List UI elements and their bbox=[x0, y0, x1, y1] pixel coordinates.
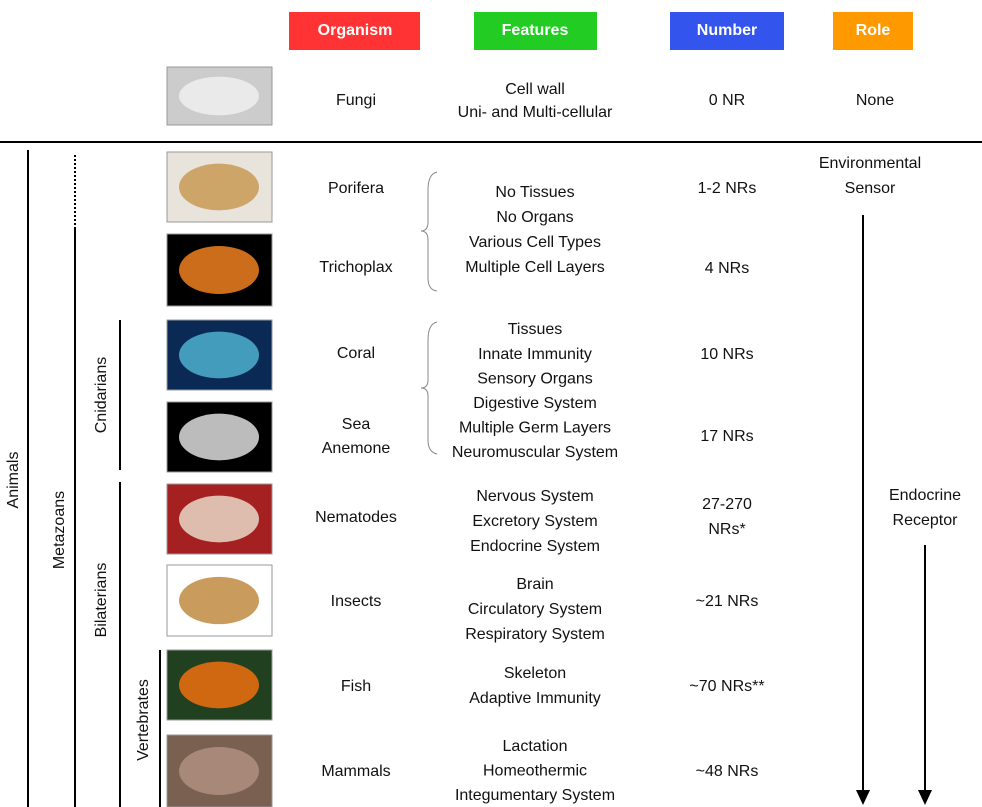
photo-subject bbox=[179, 576, 259, 625]
brace bbox=[420, 171, 438, 292]
photo-subject bbox=[179, 495, 259, 543]
feature-label: Cell wall bbox=[505, 81, 565, 98]
number-label: NRs* bbox=[708, 521, 745, 538]
photo-subject bbox=[179, 331, 259, 379]
clade-label: Vertebrates bbox=[135, 679, 152, 761]
feature-label: Tissues bbox=[508, 321, 563, 338]
feature-label: Uni- and Multi-cellular bbox=[458, 104, 613, 121]
organism-label: Porifera bbox=[328, 180, 384, 197]
number-label: ~48 NRs bbox=[696, 763, 759, 780]
column-header: Number bbox=[697, 22, 757, 39]
photo-subject bbox=[179, 76, 259, 116]
organism-label: Anemone bbox=[322, 440, 391, 457]
arrow-head bbox=[918, 790, 932, 805]
photo-subject bbox=[179, 163, 259, 211]
role-label: Sensor bbox=[845, 180, 896, 197]
number-label: ~70 NRs** bbox=[689, 678, 764, 695]
feature-label: Various Cell Types bbox=[469, 234, 601, 251]
clade-label: Cnidarians bbox=[93, 357, 110, 433]
number-label: ~21 NRs bbox=[696, 593, 759, 610]
feature-label: Nervous System bbox=[476, 488, 593, 505]
number-label: 1-2 NRs bbox=[698, 180, 757, 197]
column-header: Role bbox=[856, 22, 891, 39]
organism-label: Coral bbox=[337, 345, 375, 362]
feature-label: Sensory Organs bbox=[477, 370, 593, 387]
number-label: 10 NRs bbox=[700, 346, 753, 363]
role-label: Endocrine bbox=[889, 487, 961, 504]
feature-label: Homeothermic bbox=[483, 763, 587, 780]
photo-subject bbox=[179, 246, 259, 294]
feature-label: No Tissues bbox=[495, 184, 574, 201]
header-box bbox=[474, 12, 597, 50]
organism-label: Fish bbox=[341, 678, 371, 695]
feature-label: Respiratory System bbox=[465, 626, 605, 643]
number-label: 4 NRs bbox=[705, 260, 749, 277]
role-label: None bbox=[856, 92, 894, 109]
clade-label: Bilaterians bbox=[93, 563, 110, 638]
photo-subject bbox=[179, 661, 259, 709]
feature-label: Digestive System bbox=[473, 395, 597, 412]
feature-label: Circulatory System bbox=[468, 601, 602, 618]
organism-label: Fungi bbox=[336, 92, 376, 109]
clade-label: Metazoans bbox=[51, 491, 68, 569]
feature-label: Excretory System bbox=[472, 513, 597, 530]
feature-label: Integumentary System bbox=[455, 787, 615, 804]
feature-label: Multiple Germ Layers bbox=[459, 420, 611, 437]
feature-label: Adaptive Immunity bbox=[469, 690, 601, 707]
organism-label: Sea bbox=[342, 416, 371, 433]
header-box bbox=[670, 12, 784, 50]
role-label: Environmental bbox=[819, 155, 921, 172]
feature-label: Neuromuscular System bbox=[452, 444, 618, 461]
photo-subject bbox=[179, 747, 259, 795]
brace bbox=[420, 321, 438, 455]
feature-label: Skeleton bbox=[504, 665, 566, 682]
number-label: 17 NRs bbox=[700, 428, 753, 445]
feature-label: Lactation bbox=[503, 738, 568, 755]
photo-subject bbox=[179, 413, 259, 461]
number-label: 0 NR bbox=[709, 92, 745, 109]
number-label: 27-270 bbox=[702, 496, 752, 513]
header-box bbox=[289, 12, 420, 50]
column-header: Organism bbox=[318, 22, 393, 39]
arrow-head bbox=[856, 790, 870, 805]
column-header: Features bbox=[502, 22, 569, 39]
feature-label: Innate Immunity bbox=[478, 346, 592, 363]
feature-label: No Organs bbox=[496, 209, 573, 226]
feature-label: Multiple Cell Layers bbox=[465, 259, 605, 276]
clade-label: Animals bbox=[5, 452, 22, 509]
feature-label: Brain bbox=[516, 576, 553, 593]
role-label: Receptor bbox=[893, 512, 959, 529]
header-box bbox=[833, 12, 913, 50]
organism-label: Insects bbox=[331, 593, 382, 610]
organism-label: Mammals bbox=[321, 763, 390, 780]
organism-label: Trichoplax bbox=[319, 259, 392, 276]
organism-label: Nematodes bbox=[315, 509, 397, 526]
feature-label: Endocrine System bbox=[470, 538, 600, 555]
